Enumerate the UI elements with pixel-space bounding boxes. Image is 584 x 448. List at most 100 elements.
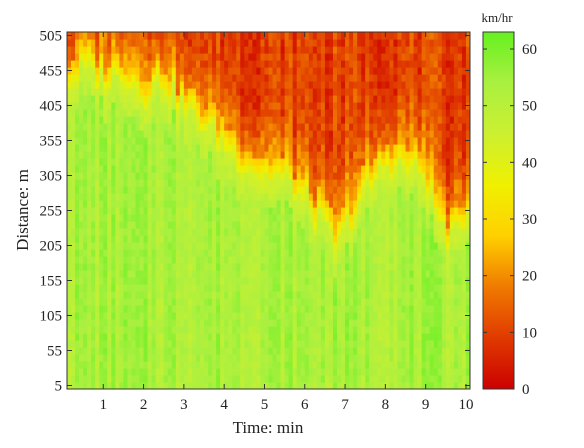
heatmap-cell <box>369 60 374 68</box>
heatmap-cell <box>260 228 266 236</box>
heatmap-cell <box>373 151 378 159</box>
heatmap-cell <box>135 284 141 292</box>
heatmap-cell <box>413 284 419 292</box>
heatmap-cell <box>244 277 249 285</box>
heatmap-cell <box>413 74 419 82</box>
heatmap-cell <box>345 235 350 243</box>
heatmap-cell <box>167 179 173 187</box>
heatmap-cell <box>244 186 249 194</box>
heatmap-cell <box>449 81 455 89</box>
heatmap-cell <box>119 354 125 362</box>
heatmap-cell <box>345 263 350 271</box>
heatmap-cell <box>296 270 302 278</box>
heatmap-cell <box>143 277 149 285</box>
heatmap-cell <box>385 102 390 110</box>
heatmap-cell <box>397 221 403 229</box>
heatmap-cell <box>147 249 153 257</box>
heatmap-cell <box>304 235 310 243</box>
heatmap-cell <box>220 256 225 264</box>
heatmap-cell <box>353 81 358 89</box>
heatmap-cell <box>457 340 463 348</box>
heatmap-cell <box>123 46 129 54</box>
heatmap-cell <box>337 249 342 257</box>
heatmap-cell <box>159 130 165 138</box>
heatmap-cell <box>232 95 237 103</box>
heatmap-cell <box>284 67 290 75</box>
heatmap-cell <box>204 256 209 264</box>
heatmap-cell <box>332 130 338 138</box>
heatmap-cell <box>300 158 306 166</box>
heatmap-cell <box>284 116 290 124</box>
heatmap-cell <box>377 158 382 166</box>
heatmap-cell <box>212 382 217 389</box>
heatmap-cell <box>79 165 84 173</box>
heatmap-cell <box>449 151 455 159</box>
heatmap-cell <box>377 326 382 334</box>
heatmap-cell <box>377 200 382 208</box>
heatmap-cell <box>369 221 374 229</box>
heatmap-cell <box>324 81 330 89</box>
heatmap-cell <box>328 354 334 362</box>
heatmap-cell <box>139 298 145 306</box>
heatmap-cell <box>163 74 169 82</box>
heatmap-cell <box>353 39 358 47</box>
heatmap-cell <box>381 333 386 341</box>
heatmap-cell <box>385 95 390 103</box>
heatmap-cell <box>240 200 245 208</box>
heatmap-cell <box>75 130 80 138</box>
heatmap-cell <box>332 382 338 389</box>
heatmap-cell <box>345 291 350 299</box>
heatmap-cell <box>147 270 153 278</box>
heatmap-cell <box>365 193 370 201</box>
heatmap-cell <box>71 319 76 327</box>
heatmap-cell <box>171 319 177 327</box>
heatmap-cell <box>99 144 104 152</box>
heatmap-cell <box>252 347 258 355</box>
heatmap-cell <box>381 172 386 180</box>
heatmap-cell <box>349 95 354 103</box>
heatmap-cell <box>284 123 290 131</box>
heatmap-cell <box>445 95 451 103</box>
heatmap-cell <box>119 46 125 54</box>
heatmap-cell <box>159 165 165 173</box>
heatmap-cell <box>208 116 213 124</box>
heatmap-cell <box>337 361 342 369</box>
heatmap-cell <box>252 116 258 124</box>
heatmap-cell <box>413 298 419 306</box>
heatmap-cell <box>284 284 290 292</box>
heatmap-cell <box>79 340 84 348</box>
heatmap-cell <box>425 270 431 278</box>
heatmap-cell <box>437 165 443 173</box>
heatmap-cell <box>337 326 342 334</box>
heatmap-cell <box>135 326 141 334</box>
heatmap-cell <box>103 347 108 355</box>
heatmap-cell <box>401 214 407 222</box>
heatmap-cell <box>212 221 217 229</box>
heatmap-cell <box>167 165 173 173</box>
heatmap-cell <box>256 333 262 341</box>
heatmap-cell <box>280 81 286 89</box>
heatmap-cell <box>349 39 354 47</box>
heatmap-cell <box>288 46 294 54</box>
heatmap-cell <box>191 305 197 313</box>
heatmap-cell <box>155 151 161 159</box>
heatmap-cell <box>324 207 330 215</box>
heatmap-cell <box>91 298 96 306</box>
heatmap-cell <box>199 81 205 89</box>
heatmap-cell <box>95 179 100 187</box>
heatmap-cell <box>296 221 302 229</box>
heatmap-cell <box>127 39 133 47</box>
heatmap-cell <box>425 263 431 271</box>
heatmap-cell <box>240 81 245 89</box>
heatmap-cell <box>107 326 112 334</box>
heatmap-cell <box>119 172 125 180</box>
heatmap-cell <box>332 88 338 96</box>
heatmap-cell <box>224 333 229 341</box>
heatmap-cell <box>381 347 386 355</box>
heatmap-cell <box>381 67 386 75</box>
heatmap-cell <box>312 333 318 341</box>
heatmap-cell <box>445 242 451 250</box>
heatmap-cell <box>195 39 201 47</box>
heatmap-cell <box>272 284 278 292</box>
heatmap-cell <box>119 186 125 194</box>
